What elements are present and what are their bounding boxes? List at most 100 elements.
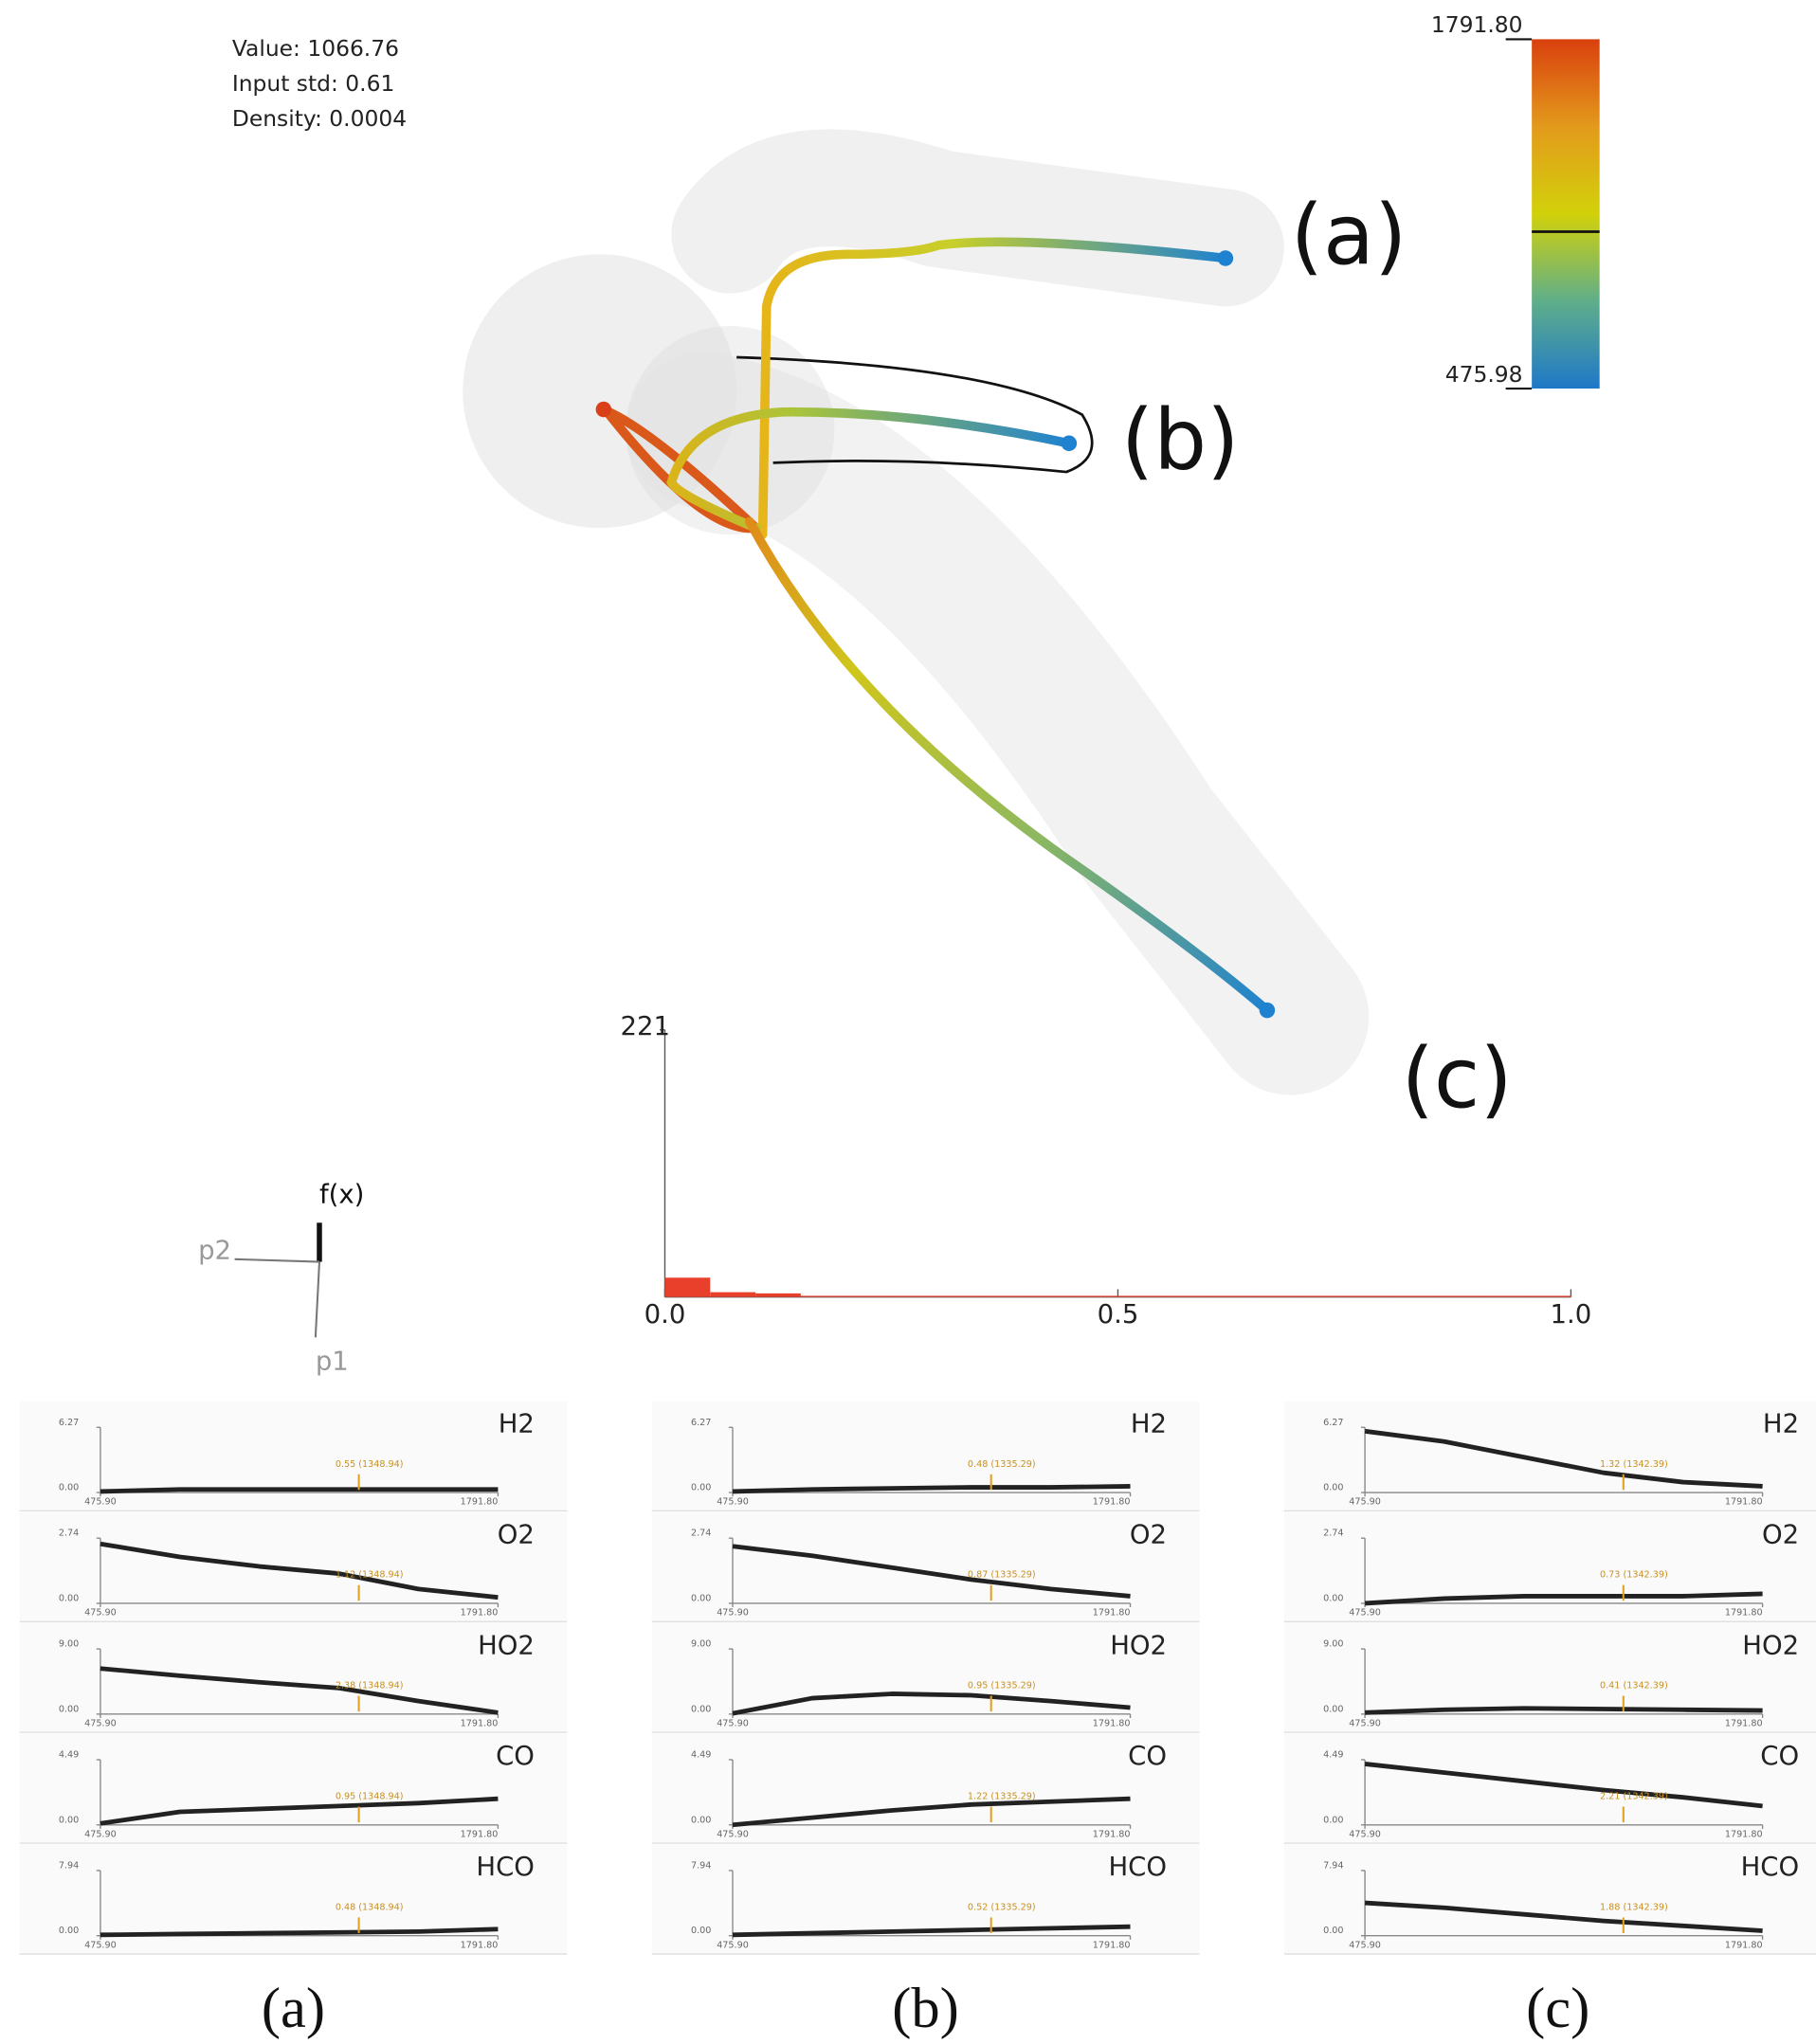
x-tick-label: 475.90 xyxy=(84,1497,117,1508)
y-tick-label: 0.00 xyxy=(59,1704,79,1714)
curve xyxy=(100,1926,499,1938)
histogram-bar xyxy=(1298,1295,1345,1297)
mini-chart: HCO 0.00 7.94 475.90 1791.80 0.48 (1348.94) xyxy=(19,1844,568,1955)
mini-chart: HCO 0.00 7.94 475.90 1791.80 0.52 (1335.29) xyxy=(651,1844,1200,1955)
y-tick-label: 0.00 xyxy=(59,1815,79,1825)
panel-bg xyxy=(1283,1733,1816,1842)
colorbar-tick-label: 1791.80 xyxy=(1431,11,1523,38)
species-name: HO2 xyxy=(1742,1630,1799,1660)
probe-label: 0.48 (1348.94) xyxy=(336,1902,404,1912)
histogram-bar xyxy=(755,1293,801,1297)
histogram-bar xyxy=(800,1295,846,1297)
panel-bg xyxy=(1283,1622,1816,1731)
mini-chart: O2 0.00 2.74 475.90 1791.80 0.73 (1342.39) xyxy=(1283,1511,1816,1622)
curve xyxy=(100,1666,499,1715)
y-tick-label: 0.00 xyxy=(691,1704,711,1714)
species-name: HCO xyxy=(1741,1852,1800,1882)
probe-label: 1.88 (1342.39) xyxy=(1600,1902,1668,1912)
probe-label: 1.32 (1342.39) xyxy=(1600,1459,1668,1470)
species-name: O2 xyxy=(498,1519,535,1549)
x-tick-label: 1791.80 xyxy=(1725,1497,1763,1508)
highlight-outline xyxy=(736,355,1094,474)
gizmo-label: p2 xyxy=(198,1236,231,1266)
streamlines xyxy=(595,237,1276,1019)
x-tick-label: 475.90 xyxy=(1349,1608,1381,1619)
mini-chart: H2 0.00 6.27 475.90 1791.80 1.32 (1342.39) xyxy=(1283,1401,1816,1511)
x-tick-label: 475.90 xyxy=(84,1718,117,1728)
y-tick-label: 4.49 xyxy=(691,1750,711,1761)
panel-bg xyxy=(1283,1844,1816,1953)
x-tick-label: 1791.80 xyxy=(461,1718,499,1728)
curve xyxy=(732,1484,1131,1494)
y-tick-label: 0.00 xyxy=(1323,1815,1343,1825)
species-name: H2 xyxy=(499,1409,535,1439)
x-tick-label: 1791.80 xyxy=(461,1608,499,1619)
caption: (b) xyxy=(892,1977,959,2040)
y-tick-label: 0.00 xyxy=(1323,1593,1343,1603)
info-density: Density: 0.0004 xyxy=(232,105,407,132)
histogram-bar xyxy=(1208,1295,1254,1297)
x-tick-label: 1791.80 xyxy=(1725,1940,1763,1950)
curve xyxy=(1365,1706,1763,1715)
y-tick-label: 6.27 xyxy=(1323,1418,1343,1428)
y-tick-label: 9.00 xyxy=(691,1639,711,1650)
histogram-bar xyxy=(891,1295,937,1297)
mini-chart: HO2 0.00 9.00 475.90 1791.80 0.95 (1335.29) xyxy=(651,1622,1200,1733)
y-tick-label: 4.49 xyxy=(1323,1750,1343,1761)
histogram-bar xyxy=(1344,1295,1390,1297)
x-tick-label: 1791.80 xyxy=(1725,1718,1763,1728)
panel-bg xyxy=(19,1622,568,1731)
x-tick-label: 1791.80 xyxy=(1093,1718,1131,1728)
y-tick-label: 2.74 xyxy=(59,1528,79,1539)
x-tick-label: 1791.80 xyxy=(1093,1829,1131,1839)
species-name: O2 xyxy=(1130,1519,1167,1549)
y-tick-label: 0.00 xyxy=(1323,1926,1343,1936)
histogram-bar xyxy=(1253,1295,1299,1297)
probe-label: 2.38 (1348.94) xyxy=(336,1681,404,1691)
y-tick-label: 0.00 xyxy=(691,1815,711,1825)
probe-label: 2.21 (1342.39) xyxy=(1600,1792,1668,1802)
y-tick-label: 0.00 xyxy=(691,1483,711,1493)
mini-chart: HO2 0.00 9.00 475.90 1791.80 0.41 (1342.39) xyxy=(1283,1622,1816,1733)
panel-bg xyxy=(651,1511,1200,1620)
y-tick-label: 7.94 xyxy=(691,1860,711,1871)
probe-label: 1.12 (1348.94) xyxy=(336,1570,404,1581)
mini-chart: CO 0.00 4.49 475.90 1791.80 0.95 (1348.94) xyxy=(19,1733,568,1844)
probe-label: 0.48 (1335.29) xyxy=(968,1459,1036,1470)
species-name: O2 xyxy=(1762,1519,1799,1549)
curve xyxy=(732,1691,1131,1716)
panel-bg xyxy=(1283,1401,1816,1510)
species-name: CO xyxy=(496,1741,535,1771)
histogram-bar xyxy=(1163,1295,1209,1297)
panel-bg xyxy=(1283,1511,1816,1620)
species-name: HO2 xyxy=(1110,1630,1167,1660)
histogram-bar xyxy=(936,1295,983,1297)
mini-chart: HCO 0.00 7.94 475.90 1791.80 1.88 (1342.39) xyxy=(1283,1844,1816,1955)
mini-chart: O2 0.00 2.74 475.90 1791.80 0.87 (1335.29) xyxy=(651,1511,1200,1622)
mini-chart: H2 0.00 6.27 475.90 1791.80 0.48 (1335.29) xyxy=(651,1401,1200,1511)
y-tick-label: 0.00 xyxy=(1323,1483,1343,1493)
y-tick-label: 0.00 xyxy=(691,1926,711,1936)
x-tick-label: 1791.80 xyxy=(461,1940,499,1950)
probe-label: 0.73 (1342.39) xyxy=(1600,1570,1668,1581)
probe-label: 0.41 (1342.39) xyxy=(1600,1681,1668,1691)
x-tick-label: 1791.80 xyxy=(1725,1608,1763,1619)
mini-chart: HO2 0.00 9.00 475.90 1791.80 2.38 (1348.94) xyxy=(19,1622,568,1733)
y-tick-label: 221 xyxy=(620,1011,669,1041)
x-tick-label: 475.90 xyxy=(717,1718,749,1728)
tube-label: (b) xyxy=(1121,390,1240,488)
histogram-bar xyxy=(1480,1295,1526,1297)
y-tick-label: 6.27 xyxy=(691,1418,711,1428)
curve xyxy=(732,1544,1131,1599)
y-tick-label: 7.94 xyxy=(59,1860,79,1871)
curve xyxy=(1364,1762,1763,1809)
panel-bg xyxy=(19,1733,568,1842)
x-tick-label: 475.90 xyxy=(1349,1940,1381,1950)
info-std: Input std: 0.61 xyxy=(232,70,395,97)
gizmo xyxy=(234,1222,322,1338)
x-tick-label: 475.90 xyxy=(1349,1718,1381,1728)
curve xyxy=(1364,1428,1763,1489)
probe-label: 0.55 (1348.94) xyxy=(336,1459,404,1470)
